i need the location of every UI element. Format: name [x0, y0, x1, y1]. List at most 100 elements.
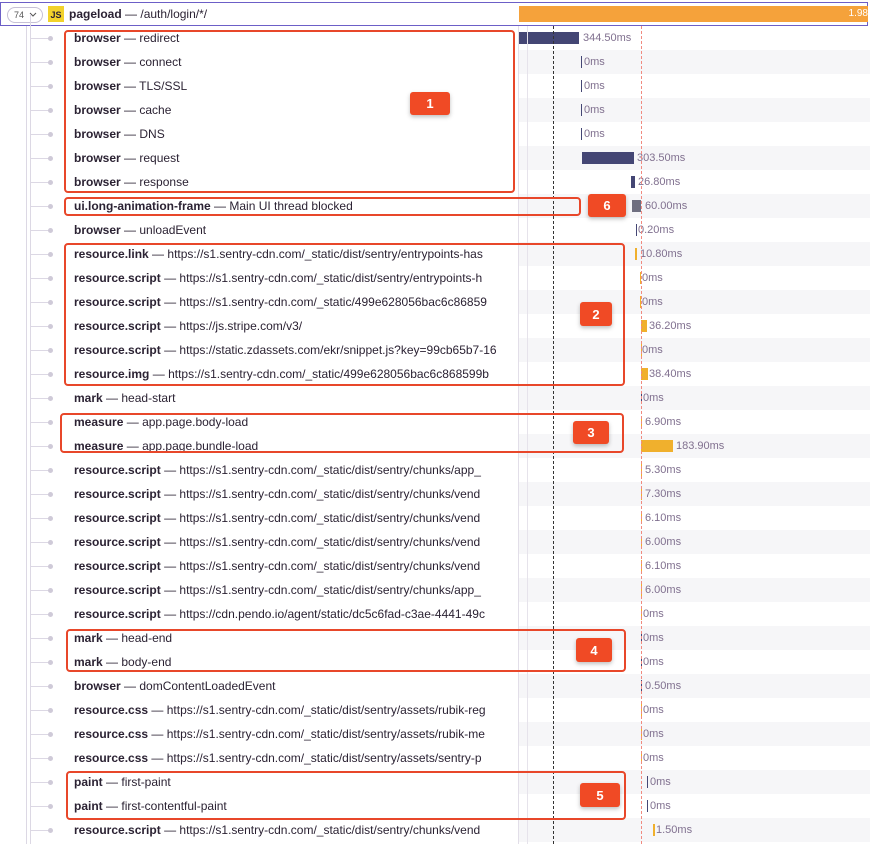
span-text: resource.css — https://s1.sentry-cdn.com… — [74, 746, 518, 770]
tree-node — [48, 204, 53, 209]
span-bar — [641, 368, 648, 380]
tree-connector — [30, 638, 50, 639]
tree-connector — [30, 350, 50, 351]
header-row[interactable]: 74 JS pageload — /auth/login/*/ 1.98 — [0, 2, 868, 26]
span-row[interactable]: resource.script — https://cdn.pendo.io/a… — [0, 602, 870, 626]
span-row[interactable]: paint — first-paint 0ms — [0, 770, 870, 794]
tree-connector — [30, 758, 50, 759]
tree-line — [30, 14, 31, 844]
tree-connector — [30, 446, 50, 447]
span-op: resource.script — [74, 463, 161, 477]
span-text: resource.img — https://s1.sentry-cdn.com… — [74, 362, 518, 386]
span-op: paint — [74, 775, 103, 789]
tree-node — [48, 180, 53, 185]
span-op: browser — [74, 79, 121, 93]
tree-connector — [30, 158, 50, 159]
span-row[interactable]: resource.script — https://s1.sentry-cdn.… — [0, 266, 870, 290]
tree-connector — [30, 614, 50, 615]
tree-node — [48, 84, 53, 89]
span-bar — [519, 32, 579, 44]
span-text: resource.script — https://s1.sentry-cdn.… — [74, 530, 518, 554]
span-row[interactable]: resource.script — https://s1.sentry-cdn.… — [0, 530, 870, 554]
span-row[interactable]: ui.long-animation-frame — Main UI thread… — [0, 194, 870, 218]
span-text: resource.script — https://s1.sentry-cdn.… — [74, 266, 518, 290]
span-text: browser — cache — [74, 98, 518, 122]
tree-connector — [30, 38, 50, 39]
tree-node — [48, 396, 53, 401]
tree-connector — [30, 398, 50, 399]
span-description: response — [139, 175, 189, 189]
tree-connector — [30, 494, 50, 495]
separator: — — [151, 703, 164, 717]
row-background — [518, 722, 870, 746]
span-row[interactable]: browser — redirect 344.50ms — [0, 26, 870, 50]
tree-node — [48, 228, 53, 233]
span-text: resource.script — https://js.stripe.com/… — [74, 314, 518, 338]
tree-node — [48, 156, 53, 161]
row-background — [518, 242, 870, 266]
span-description: domContentLoadedEvent — [139, 679, 276, 693]
tree-connector — [30, 230, 50, 231]
span-row[interactable]: measure — app.page.body-load 6.90ms — [0, 410, 870, 434]
span-duration: 6.10ms — [645, 560, 682, 572]
row-background — [518, 482, 870, 506]
span-text: browser — redirect — [74, 26, 518, 50]
span-row[interactable]: browser — domContentLoadedEvent 0.50ms — [0, 674, 870, 698]
span-row[interactable]: resource.script — https://s1.sentry-cdn.… — [0, 818, 870, 842]
span-duration: 0ms — [650, 800, 671, 812]
span-row[interactable]: resource.script — https://js.stripe.com/… — [0, 314, 870, 338]
span-row[interactable]: resource.css — https://s1.sentry-cdn.com… — [0, 746, 870, 770]
span-text: browser — DNS — [74, 122, 518, 146]
span-bar — [631, 176, 635, 188]
annotation-label: 1 — [410, 92, 450, 115]
span-row[interactable]: resource.script — https://s1.sentry-cdn.… — [0, 554, 870, 578]
span-description: https://s1.sentry-cdn.com/_static/dist/s… — [179, 535, 481, 549]
span-row[interactable]: mark — head-start 0ms — [0, 386, 870, 410]
span-op: browser — [74, 127, 121, 141]
span-row[interactable]: browser — response 26.80ms — [0, 170, 870, 194]
tree-node — [48, 468, 53, 473]
span-row[interactable]: paint — first-contentful-paint 0ms — [0, 794, 870, 818]
tree-node — [48, 132, 53, 137]
span-row[interactable]: browser — DNS 0ms — [0, 122, 870, 146]
span-row[interactable]: resource.script — https://s1.sentry-cdn.… — [0, 482, 870, 506]
separator: — — [124, 175, 137, 189]
span-text: mark — head-end — [74, 626, 518, 650]
span-row[interactable]: resource.script — https://s1.sentry-cdn.… — [0, 290, 870, 314]
span-row[interactable]: browser — cache 0ms — [0, 98, 870, 122]
separator: — — [164, 607, 177, 621]
span-row[interactable]: browser — connect 0ms — [0, 50, 870, 74]
span-row[interactable]: resource.script — https://s1.sentry-cdn.… — [0, 506, 870, 530]
annotation-label: 2 — [580, 302, 612, 326]
tree-node — [48, 828, 53, 833]
span-row[interactable]: resource.script — https://s1.sentry-cdn.… — [0, 578, 870, 602]
tree-connector — [30, 134, 50, 135]
span-row[interactable]: browser — TLS/SSL 0ms — [0, 74, 870, 98]
separator: — — [164, 823, 177, 837]
span-row[interactable]: resource.link — https://s1.sentry-cdn.co… — [0, 242, 870, 266]
span-row[interactable]: browser — request 303.50ms — [0, 146, 870, 170]
header-duration: 1.98 — [848, 8, 868, 19]
span-row[interactable]: resource.script — https://s1.sentry-cdn.… — [0, 458, 870, 482]
span-op: resource.css — [74, 727, 149, 741]
child-count[interactable]: 74 — [7, 7, 43, 23]
span-text: paint — first-paint — [74, 770, 518, 794]
span-row[interactable]: resource.img — https://s1.sentry-cdn.com… — [0, 362, 870, 386]
span-description: TLS/SSL — [139, 79, 188, 93]
span-row[interactable]: browser — unloadEvent 0.20ms — [0, 218, 870, 242]
span-op: browser — [74, 55, 121, 69]
span-row[interactable]: resource.css — https://s1.sentry-cdn.com… — [0, 698, 870, 722]
tree-node — [48, 660, 53, 665]
separator: — — [106, 631, 119, 645]
span-op: browser — [74, 175, 121, 189]
tree-node — [48, 60, 53, 65]
span-row[interactable]: resource.css — https://s1.sentry-cdn.com… — [0, 722, 870, 746]
span-duration: 1.50ms — [656, 824, 693, 836]
span-duration: 0ms — [643, 728, 664, 740]
span-op: resource.script — [74, 271, 161, 285]
span-description: https://s1.sentry-cdn.com/_static/dist/s… — [166, 703, 486, 717]
span-duration: 0ms — [650, 776, 671, 788]
span-row[interactable]: mark — body-end 0ms — [0, 650, 870, 674]
tree-connector — [30, 326, 50, 327]
span-duration: 6.10ms — [645, 512, 682, 524]
